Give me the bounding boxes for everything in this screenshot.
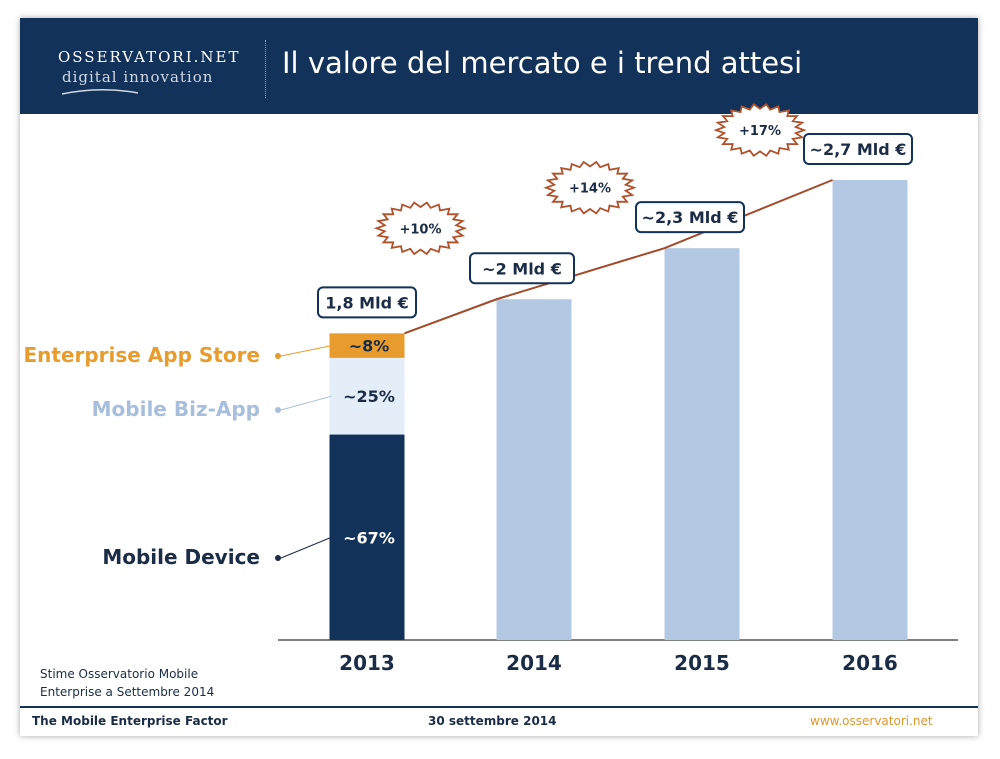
bar-2014: [496, 299, 572, 640]
value-label-box: [635, 201, 745, 234]
footer-event-title: The Mobile Enterprise Factor: [32, 714, 228, 728]
segment-percent-label: ~25%: [343, 387, 395, 406]
footer-date: 30 settembre 2014: [428, 714, 557, 728]
legend-dot: [275, 555, 281, 561]
legend-connector: [280, 395, 332, 411]
legend-connector: [280, 536, 332, 559]
bar-2015: [664, 248, 740, 641]
legend-label: Enterprise App Store: [23, 343, 260, 367]
growth-percent-label: +17%: [739, 124, 781, 139]
trend-line: [404, 179, 833, 335]
value-label: ~2,3 Mld €: [642, 208, 739, 227]
header-divider: [265, 40, 266, 98]
source-note-line: Stime Osservatorio Mobile: [40, 667, 198, 681]
legend-label: Mobile Device: [102, 545, 260, 569]
header-bar: OSSERVATORI.NET digital innovation Il va…: [20, 18, 978, 114]
logo-wordmark: OSSERVATORI.NET: [58, 48, 241, 66]
legend-label: Mobile Biz-App: [92, 397, 260, 421]
source-note-line: Enterprise a Settembre 2014: [40, 685, 214, 699]
page-title: Il valore del mercato e i trend attesi: [282, 46, 803, 80]
logo-swoosh-icon: [61, 88, 139, 95]
value-label: ~2 Mld €: [482, 259, 562, 278]
bar-segment-enterprise-app-store: [329, 333, 405, 358]
footer-divider: [20, 706, 978, 708]
value-label: ~2,7 Mld €: [810, 140, 907, 159]
segment-percent-label: ~67%: [343, 528, 395, 547]
x-tick-label: 2016: [842, 651, 898, 675]
bar-2016: [832, 180, 908, 640]
logo-tagline: digital innovation: [62, 68, 214, 86]
growth-percent-label: +14%: [569, 182, 611, 197]
x-tick-label: 2015: [674, 651, 730, 675]
growth-badge-burst: [373, 201, 468, 256]
legend-dot: [275, 353, 281, 359]
legend-dot: [275, 407, 281, 413]
segment-percent-label: ~8%: [349, 337, 390, 356]
growth-badge-burst: [543, 160, 637, 215]
footer-website-link[interactable]: www.osservatori.net: [810, 714, 933, 728]
legend-connector: [280, 345, 332, 357]
x-tick-label: 2014: [506, 651, 562, 675]
growth-badge-burst: [713, 103, 807, 158]
bar-segment-mobile-biz-app: [329, 357, 405, 435]
x-tick-label: 2013: [339, 651, 395, 675]
value-label: 1,8 Mld €: [325, 293, 408, 312]
slide: OSSERVATORI.NET digital innovation Il va…: [20, 18, 978, 736]
bar-segment-mobile-device: [329, 434, 405, 640]
value-label-box: [469, 252, 575, 285]
growth-percent-label: +10%: [399, 222, 441, 237]
market-chart: ~67% ~25% ~8% 2013 2014 2015 2016 1,8 Mld € ~2 M…: [23, 103, 958, 699]
value-label-box: [317, 286, 417, 319]
value-label-box: [803, 133, 913, 165]
